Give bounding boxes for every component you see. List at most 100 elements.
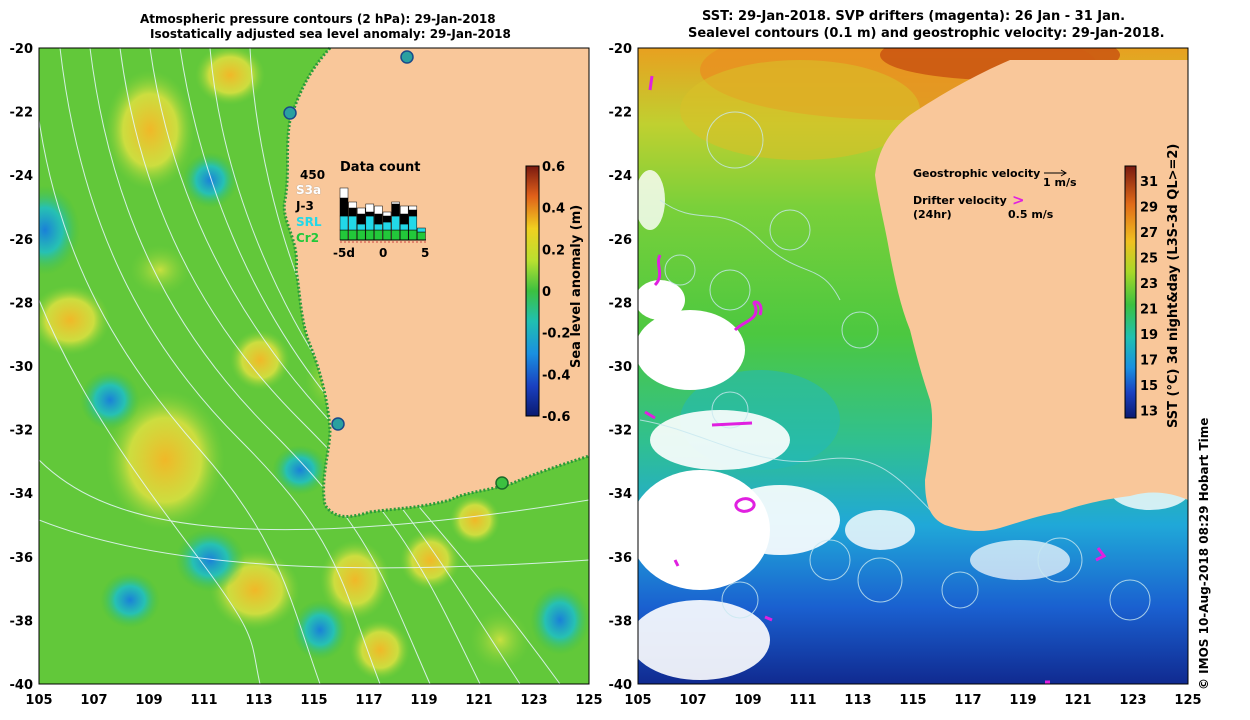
lon-tick-label: 111	[789, 693, 816, 708]
lat-tick-label: -26	[609, 233, 633, 248]
sla-colorbar-tick: 0.2	[542, 243, 565, 258]
data-count-bar	[399, 229, 409, 241]
lon-axis-right: 105 107 109 111 113 115 117 119 121 123 125	[624, 693, 1201, 708]
data-count-bar	[408, 209, 418, 217]
data-count-bar	[382, 229, 392, 241]
data-count-bar	[391, 215, 400, 231]
lon-tick-label: 117	[954, 693, 981, 708]
australia-land-right	[875, 60, 1188, 532]
lon-tick-label: 107	[80, 693, 107, 708]
lat-tick-label: -20	[609, 42, 633, 57]
data-count-xtick: -5d	[333, 246, 355, 260]
tide-gauge-marker	[495, 476, 509, 490]
sst-colorbar-tick: 31	[1140, 175, 1158, 190]
sla-colorbar-tick: 0.6	[542, 160, 565, 175]
drifter-velocity-scale: 0.5 m/s	[1008, 208, 1054, 221]
sla-colorbar-tick: -0.6	[542, 410, 570, 425]
tide-gauge-marker	[400, 50, 414, 64]
lat-tick-label: -32	[609, 424, 633, 439]
data-count-bar	[365, 203, 375, 213]
australia-land-left	[284, 48, 589, 517]
lat-tick-label: -38	[609, 614, 633, 629]
lat-axis-left: -20 -22 -24 -26 -28 -30 -32 -34 -36 -38 -40	[10, 42, 34, 693]
lat-tick-label: -36	[10, 551, 34, 566]
data-count-bar	[382, 211, 392, 217]
sst-colorbar-tick: 17	[1140, 354, 1158, 369]
data-count-max: 450	[300, 168, 326, 182]
sla-colorbar	[525, 165, 540, 417]
drifter-velocity-label: Drifter velocity	[913, 194, 1007, 207]
lon-tick-label: 105	[25, 693, 52, 708]
tide-gauge-marker	[283, 106, 297, 120]
sst-colorbar-tick: 25	[1140, 252, 1158, 267]
data-count-bar	[356, 223, 366, 231]
data-count-bar	[391, 229, 400, 241]
sst-colorbar-tick: 27	[1140, 226, 1158, 241]
drifter-tracks	[644, 75, 1107, 684]
lon-tick-label: 121	[1064, 693, 1091, 708]
sst-colorbar-label: SST (°C) 3d night&day (L3S-3d QL>=2)	[1166, 143, 1181, 428]
data-count-bar	[365, 211, 375, 217]
lon-tick-label: 115	[300, 693, 327, 708]
left-title-line1: Atmospheric pressure contours (2 hPa): 2…	[140, 12, 496, 26]
lon-tick-label: 125	[1174, 693, 1201, 708]
data-count-histogram	[339, 187, 426, 241]
satellite-label: Cr2	[296, 231, 320, 245]
lat-tick-label: -20	[10, 42, 34, 57]
data-count-bar	[365, 229, 375, 241]
sst-colorbar	[1124, 165, 1137, 419]
sla-colorbar-tick: 0	[542, 285, 551, 300]
lat-tick-label: -30	[10, 360, 34, 375]
sst-colorbar-tick: 29	[1140, 201, 1158, 216]
geostrophic-velocity-label: Geostrophic velocity	[913, 167, 1041, 180]
data-count-xtick: 5	[421, 246, 430, 260]
data-count-bar	[356, 229, 366, 241]
right-title-line2: Sealevel contours (0.1 m) and geostrophi…	[688, 26, 1165, 41]
right-title-line1: SST: 29-Jan-2018. SVP drifters (magenta)…	[702, 9, 1126, 24]
data-count-bar	[356, 213, 366, 225]
lon-tick-label: 115	[899, 693, 926, 708]
lat-tick-label: -40	[609, 678, 633, 693]
data-count-bar	[348, 201, 357, 209]
data-count-bar	[382, 221, 392, 231]
lon-tick-label: 107	[679, 693, 706, 708]
data-count-bar	[339, 215, 349, 231]
lat-tick-label: -22	[609, 106, 633, 121]
data-count-bar	[408, 205, 418, 211]
lat-tick-label: -26	[10, 233, 34, 248]
sst-colorbar-tick: 19	[1140, 328, 1158, 343]
sst-colorbar-tick: 15	[1140, 379, 1158, 394]
lon-tick-label: 113	[844, 693, 871, 708]
lat-axis-right: -20 -22 -24 -26 -28 -30 -32 -34 -36 -38 -40	[609, 42, 633, 693]
lat-tick-label: -34	[609, 487, 633, 502]
lon-tick-label: 121	[465, 693, 492, 708]
sst-colorbar-tick: 13	[1140, 405, 1158, 420]
lat-tick-label: -30	[609, 360, 633, 375]
data-count-bar	[374, 229, 383, 241]
lon-tick-label: 105	[624, 693, 651, 708]
lon-tick-label: 119	[410, 693, 437, 708]
data-count-bar	[399, 205, 409, 215]
data-count-bar	[382, 215, 392, 223]
data-count-bar	[339, 187, 349, 199]
data-count-bar	[356, 207, 366, 215]
data-count-bar	[374, 205, 383, 215]
geostrophic-velocity-scale: 1 m/s	[1043, 176, 1077, 189]
drifter-velocity-label-2: (24hr)	[913, 208, 952, 221]
sst-colorbar-tick: 23	[1140, 277, 1158, 292]
cloud-mask	[638, 170, 1188, 680]
data-count-bar	[417, 231, 426, 241]
sla-colorbar-tick: -0.4	[542, 368, 570, 383]
lon-tick-label: 109	[734, 693, 761, 708]
sla-colorbar-tick: 0.4	[542, 202, 565, 217]
data-count-bar	[348, 207, 357, 217]
lat-tick-label: -24	[10, 169, 34, 184]
satellite-label: SRL	[296, 215, 322, 229]
data-count-bar	[399, 223, 409, 231]
lat-tick-label: -28	[609, 296, 633, 311]
data-count-bar	[408, 215, 418, 231]
data-count-bar	[348, 229, 357, 241]
lon-axis-left: 105 107 109 111 113 115 117 119 121 123 125	[25, 693, 602, 708]
sla-colorbar-label: Sea level anomaly (m)	[569, 204, 584, 368]
